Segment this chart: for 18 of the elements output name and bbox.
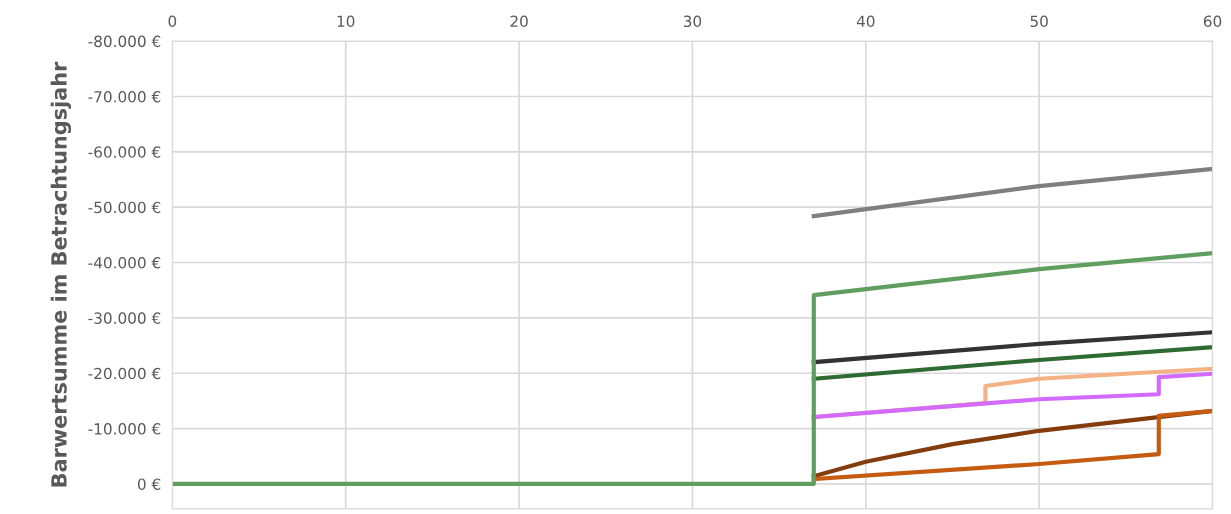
y-tick-label: -10.000 € xyxy=(88,423,161,435)
y-tick-label: 0 € xyxy=(137,478,161,490)
y-tick-label: -80.000 € xyxy=(88,35,161,48)
x-tick-label: 50 xyxy=(1030,15,1048,28)
y-tick-label: -30.000 € xyxy=(88,312,161,324)
x-tick-label: 20 xyxy=(510,15,528,28)
y-tick-label: -20.000 € xyxy=(88,367,161,380)
y-tick-label: -40.000 € xyxy=(88,257,161,269)
x-tick-label: 10 xyxy=(337,15,355,28)
x-tick-label: 0 xyxy=(168,15,177,28)
y-tick-label: -70.000 € xyxy=(88,90,161,103)
x-tick-label: 30 xyxy=(683,15,702,28)
y-tick-label: -60.000 € xyxy=(88,146,161,158)
x-tick-label: 40 xyxy=(856,15,875,28)
x-tick-label: 60 xyxy=(1203,15,1222,28)
line-series xyxy=(172,251,1213,487)
y-axis-title: Barwertsumme im Betrachtungsjahr xyxy=(50,61,72,487)
y-tick-label: -50.000 € xyxy=(88,201,161,214)
